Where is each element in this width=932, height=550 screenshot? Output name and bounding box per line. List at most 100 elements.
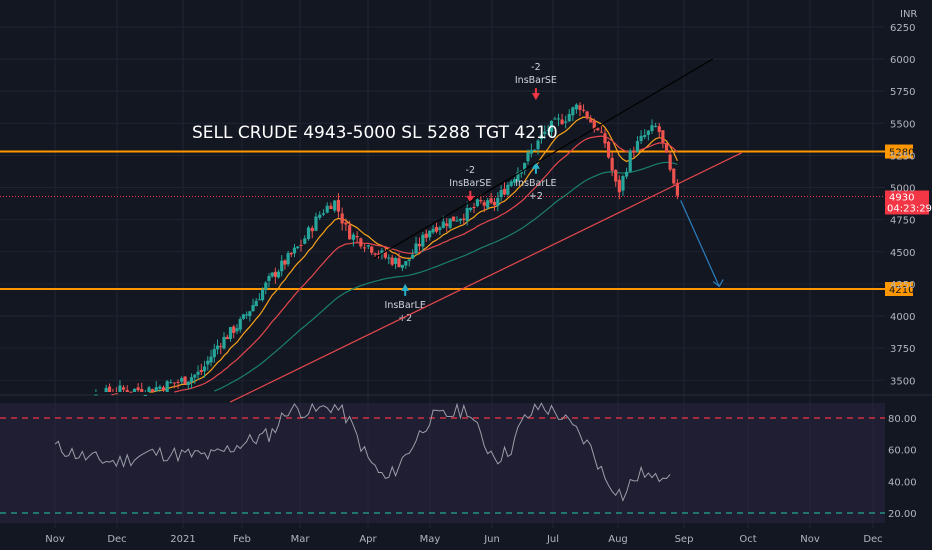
candle-body (104, 387, 108, 392)
candle-body (624, 171, 629, 177)
price-tick-label: 3750 (890, 344, 915, 355)
signal-markers: -2 InsBarSE -2 InsBarSE InsBarLE +2 InsBarLE +2 (385, 62, 557, 324)
candle-body (283, 260, 287, 265)
candle-body (546, 130, 550, 132)
signal-label: +2 (398, 313, 412, 324)
candle-body (118, 385, 122, 392)
candle-body (241, 314, 246, 319)
candle-body (114, 393, 118, 395)
candle-body (380, 250, 384, 255)
candle-body (325, 205, 329, 213)
time-tick-label: Aug (608, 534, 628, 545)
signal-label: -2 (531, 62, 540, 73)
candle-body (355, 235, 359, 238)
candle-body (161, 387, 166, 391)
price-tick-label: 5750 (890, 87, 915, 98)
candle-body (280, 260, 284, 272)
candle-body (614, 169, 618, 182)
candle-body (482, 202, 486, 206)
candle-body (140, 389, 144, 392)
candle-body (248, 311, 252, 317)
candle-body (193, 374, 197, 378)
level-tag (885, 282, 913, 297)
candle-body (492, 201, 497, 206)
candle-body (499, 190, 503, 197)
candle-body (560, 119, 564, 125)
time-tick-label: Dec (107, 534, 126, 545)
candle-body (390, 257, 394, 265)
candle-body (254, 300, 258, 307)
time-tick-label: Sep (675, 534, 694, 545)
candle-body (628, 150, 632, 172)
candle-body (158, 386, 162, 389)
candle-body (286, 253, 290, 265)
signal-label: +2 (529, 191, 543, 202)
projection-arrowhead (712, 279, 724, 288)
candle-body (556, 118, 561, 120)
candle-body (222, 336, 226, 349)
candle-body (417, 243, 422, 247)
candle-body (209, 356, 213, 363)
candle-body (632, 151, 636, 153)
candle-body (599, 131, 604, 133)
price-tick-label: 4000 (890, 312, 915, 323)
candle-body (235, 328, 239, 332)
candle-body (592, 120, 596, 130)
candle-body (434, 226, 439, 232)
candle-body (321, 213, 326, 215)
candle-body (553, 118, 557, 120)
candle-body (635, 141, 640, 152)
buy-arrow (531, 161, 540, 174)
candle-body (455, 220, 459, 222)
candle-body (232, 326, 236, 333)
candle-body (212, 349, 216, 358)
last-price-tag (885, 190, 929, 215)
candle-body (336, 199, 341, 212)
candle-body (654, 125, 658, 127)
candle-body (533, 149, 537, 151)
signal-label: InsBarLE (385, 300, 426, 311)
signal-label: InsBarSE (449, 178, 491, 189)
candle-body (351, 234, 355, 240)
candle-body (465, 208, 469, 221)
candle-body (348, 225, 352, 240)
candle-body (238, 319, 242, 330)
level-tag-label: 4210 (889, 285, 914, 296)
headline-annotation: SELL CRUDE 4943-5000 SL 5288 TGT 4210 (192, 123, 558, 143)
candle-body (260, 289, 265, 301)
candle-body (486, 200, 490, 208)
candle-body (448, 218, 452, 228)
candle-body (603, 133, 607, 144)
candle-body (132, 388, 137, 392)
price-tick-label: 6000 (890, 55, 915, 66)
candle-body (270, 272, 274, 277)
candle-body (564, 121, 568, 123)
candle-body (438, 227, 442, 230)
candle-body (363, 247, 367, 249)
candle-body (183, 376, 187, 385)
candle-body (509, 181, 513, 186)
signal-label: InsBarSE (515, 75, 557, 86)
price-tick-label: 4250 (890, 280, 915, 291)
candle-body (196, 371, 200, 375)
candle-body (228, 327, 233, 340)
candle-body (639, 135, 643, 142)
candle-body (129, 391, 133, 393)
time-tick-label: Feb (233, 534, 251, 545)
candle-body (180, 378, 184, 382)
candle-body (344, 222, 348, 225)
candle-body (657, 126, 661, 132)
candle-body (202, 366, 207, 372)
time-axis[interactable]: Nov Dec 2021 Feb Mar Apr May Jun Jul Aug Sep Oct Nov… (45, 534, 882, 545)
candle-body (176, 381, 180, 383)
price-axis[interactable]: 6250 6000 5750 5500 5250 5000 4750 4500 4250 4000… (890, 23, 915, 387)
candle-body (574, 104, 578, 110)
candle-body (539, 134, 544, 140)
candle-body (199, 370, 203, 373)
candle-body (165, 381, 169, 392)
time-tick-label: Mar (291, 534, 311, 545)
candle-body (107, 386, 112, 392)
time-tick-label: 2021 (170, 534, 195, 545)
